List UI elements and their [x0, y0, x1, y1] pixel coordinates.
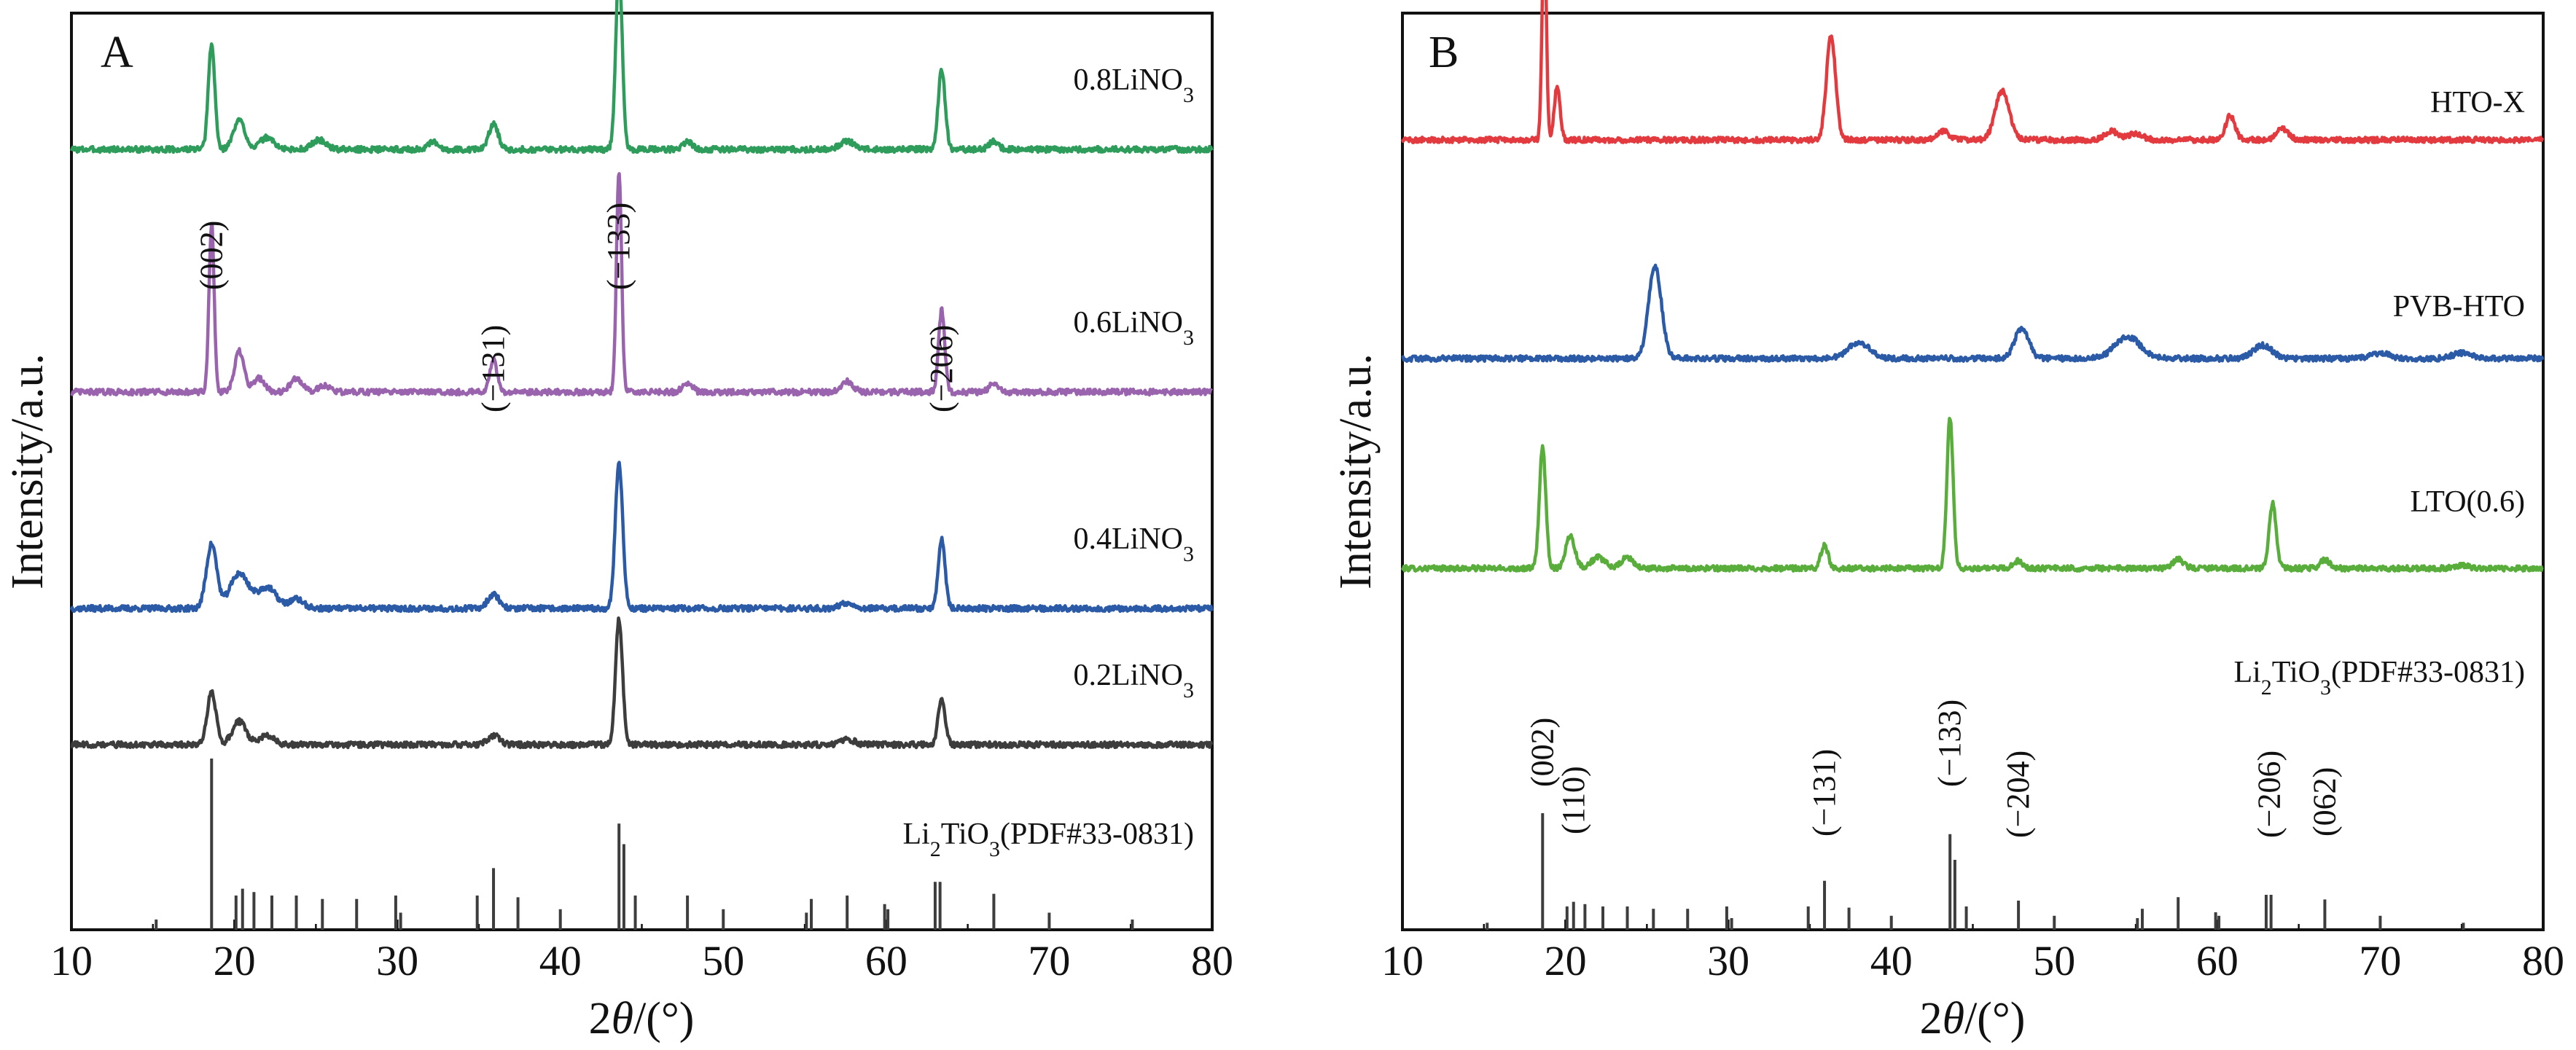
x-ticks: 10 20 30 40 50 60 70 80 [50, 920, 1233, 984]
series-label: LTO(0.6) [2411, 485, 2526, 519]
x-tick-label: 50 [702, 937, 744, 984]
panel-b: B 10 20 30 40 50 60 70 80 HTO-XPVB-HTOLTO(0.6) … [1331, 0, 2564, 1043]
x-tick-label: 60 [865, 937, 908, 984]
x-tick-label: 30 [376, 937, 418, 984]
x-tick-label: 40 [539, 937, 582, 984]
x-axis-title: 2θ/(°) [1920, 994, 2026, 1043]
panel-letter: A [101, 28, 133, 77]
x-tick-label: 10 [1381, 937, 1424, 984]
peak-labels: (002)(110) (−131) (−133) (−204) (−206) (062) [1524, 700, 2342, 838]
series-label: 0.6LiNO3 [1074, 306, 1195, 350]
x-ticks: 10 20 30 40 50 60 70 80 [1381, 920, 2564, 984]
x-tick-label: 70 [1028, 937, 1070, 984]
series-label-sub: 3 [1183, 678, 1194, 702]
series-label: PVB-HTO [2393, 290, 2525, 324]
series-label-main: 0.2LiNO [1074, 659, 1184, 692]
reference-label-part: Li [902, 818, 929, 851]
series-group [69, 0, 1214, 750]
x-tick-label: 70 [2359, 937, 2401, 984]
series-line [1400, 416, 2544, 573]
reference-label-part: TiO [2272, 656, 2320, 689]
reference-label: Li2TiO3(PDF#33-0831) [2233, 656, 2525, 700]
x-tick-label: 40 [1870, 937, 1913, 984]
reference-label-part: 2 [2261, 675, 2272, 700]
peak-label: (110) [1556, 766, 1591, 834]
series-line [69, 461, 1214, 614]
reference-sticks: Li2TiO3(PDF#33-0831) [71, 759, 1212, 931]
series-line [70, 172, 1213, 397]
x-axis-title-prefix: 2 [1920, 994, 1943, 1043]
series-label: 0.4LiNO3 [1074, 522, 1195, 566]
series-labels: HTO-X PVB-HTO LTO(0.6) [2393, 86, 2525, 519]
peak-label: (002) [1524, 718, 1560, 787]
x-tick-label: 80 [1191, 937, 1233, 984]
series-label-sub: 3 [1183, 83, 1194, 107]
peak-labels: (002) (−131) (−133) (−206) [193, 203, 959, 412]
reference-label-part: TiO [941, 818, 989, 851]
series-label: HTO-X [2430, 86, 2525, 120]
peak-label: (−131) [1806, 749, 1842, 837]
peak-label: (−206) [924, 325, 959, 412]
x-axis-title-suffix: /(°) [1964, 994, 2025, 1043]
series-label-main: PVB-HTO [2393, 290, 2525, 324]
series-label: 0.8LiNO3 [1074, 63, 1195, 107]
peak-label: (−204) [2000, 751, 2036, 838]
peak-label: (062) [2306, 767, 2342, 837]
x-tick-label: 20 [214, 937, 256, 984]
x-tick-label: 80 [2522, 937, 2564, 984]
series-line [70, 616, 1214, 750]
peak-label: (−133) [601, 203, 636, 290]
peak-label: (−133) [1932, 700, 1967, 787]
y-axis-title: Intensity/a.u. [3, 353, 52, 589]
x-tick-label: 20 [1545, 937, 1587, 984]
series-label-main: 0.6LiNO [1074, 306, 1184, 340]
y-axis-title: Intensity/a.u. [1331, 353, 1381, 589]
series-label-sub: 3 [1183, 542, 1194, 566]
panel-letter: B [1429, 28, 1459, 77]
peak-label: (002) [193, 221, 229, 290]
x-axis-title-prefix: 2 [589, 994, 612, 1043]
x-axis-title: 2θ/(°) [589, 994, 695, 1043]
series-label-main: LTO(0.6) [2411, 485, 2526, 519]
series-line [1401, 263, 2545, 363]
x-tick-label: 10 [50, 937, 93, 984]
x-tick-label: 50 [2033, 937, 2075, 984]
reference-label-part: Li [2233, 656, 2260, 689]
reference-label-part: 3 [2320, 675, 2331, 700]
reference-label-part: 2 [930, 837, 941, 861]
peak-label: (−206) [2251, 751, 2287, 838]
series-label-sub: 3 [1183, 326, 1194, 350]
series-label-main: 0.4LiNO [1074, 522, 1184, 556]
x-tick-label: 60 [2196, 937, 2239, 984]
series-line [1400, 0, 2545, 144]
panel-a: A 10 20 30 40 50 60 70 80 0.8LiNO30.6LiNO30.4Li… [3, 0, 1233, 1043]
peak-label: (−131) [475, 325, 511, 412]
x-axis-title-symbol: θ [1943, 994, 1964, 1043]
reference-label-part: 3 [989, 837, 1000, 861]
x-axis-title-suffix: /(°) [633, 994, 694, 1043]
reference-label-part: (PDF#33-0831) [1000, 818, 1194, 851]
series-label-main: 0.8LiNO [1074, 63, 1184, 97]
series-label: 0.2LiNO3 [1074, 659, 1195, 702]
reference-label-part: (PDF#33-0831) [2331, 656, 2525, 689]
series-line [69, 0, 1214, 154]
x-tick-label: 30 [1707, 937, 1749, 984]
reference-sticks: Li2TiO3(PDF#33-0831) [1402, 656, 2543, 931]
x-axis-title-symbol: θ [612, 994, 633, 1043]
series-group [1400, 0, 2545, 573]
series-label-main: HTO-X [2430, 86, 2525, 120]
reference-label: Li2TiO3(PDF#33-0831) [902, 818, 1194, 861]
